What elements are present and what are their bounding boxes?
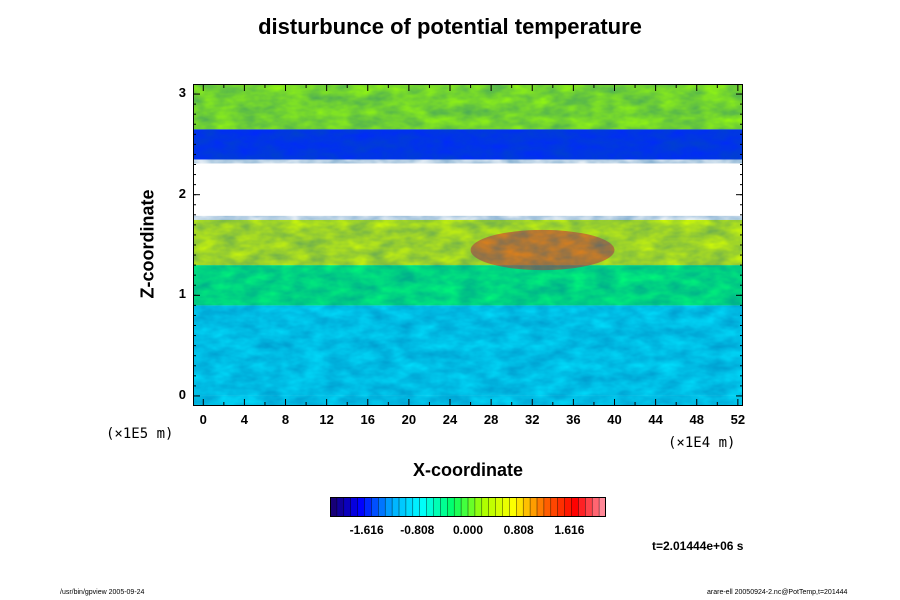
colorbar-swatch [502, 497, 510, 517]
colorbar-swatch [392, 497, 400, 517]
colorbar-swatch [592, 497, 600, 517]
colorbar-swatch [330, 497, 338, 517]
colorbar-swatch [543, 497, 552, 517]
colorbar-swatch [343, 497, 352, 517]
colorbar-swatch [357, 497, 365, 517]
colorbar-swatch [509, 497, 517, 517]
colorbar-swatch [336, 497, 345, 517]
y-tick-label: 0 [178, 386, 186, 402]
colorbar-swatch [419, 497, 428, 517]
colorbar [330, 497, 606, 517]
y-tick-label: 1 [178, 286, 186, 302]
x-tick-label: 16 [360, 412, 375, 427]
colorbar-swatch [523, 497, 531, 517]
colorbar-swatch [426, 497, 434, 517]
heatmap-saturated-band [193, 163, 743, 216]
heatmap-texture [193, 84, 743, 406]
x-tick-label: 44 [648, 412, 663, 427]
chart-title: disturbunce of potential temperature [258, 14, 642, 39]
colorbar-tick-label: 1.616 [554, 523, 585, 537]
colorbar-swatch [440, 497, 448, 517]
y-axis-label: Z-coordinate [137, 189, 158, 299]
x-scale-label: (×1E4 m) [668, 435, 736, 451]
colorbar-swatch [350, 497, 359, 517]
footer-right: arare-ell 20050924-2.nc@PotTemp,t=201444 [707, 589, 848, 596]
colorbar-swatch [495, 497, 503, 517]
y-scale-label: (×1E5 m) [106, 426, 174, 442]
x-tick-label: 4 [240, 412, 248, 427]
colorbar-swatch [516, 497, 524, 517]
x-tick-label: 24 [442, 412, 458, 427]
colorbar-swatch [537, 497, 545, 517]
x-tick-label: 8 [281, 412, 290, 427]
x-tick-label: 52 [730, 412, 746, 427]
colorbar-swatch [578, 497, 586, 517]
colorbar-swatch [447, 497, 455, 517]
time-annotation: t=2.01444e+06 s [652, 539, 744, 553]
x-tick-label: 20 [401, 412, 417, 427]
colorbar-tick-label: 0.808 [503, 523, 534, 537]
colorbar-swatch [461, 497, 469, 517]
colorbar-swatch [557, 497, 566, 517]
colorbar-swatch [599, 497, 606, 517]
colorbar-swatch [405, 497, 414, 517]
y-tick-label: 3 [178, 85, 186, 101]
colorbar-tick-label: -0.808 [400, 523, 435, 537]
colorbar-swatch [530, 497, 538, 517]
x-tick-label: 48 [689, 412, 704, 427]
colorbar-frame [330, 497, 606, 517]
colorbar-swatch [571, 497, 579, 517]
colorbar-swatch [364, 497, 372, 517]
x-tick-label: 40 [607, 412, 622, 427]
colorbar-swatch [371, 497, 379, 517]
colorbar-swatch [454, 497, 462, 517]
x-tick-label: 0 [199, 412, 207, 427]
colorbar-swatch [488, 497, 497, 517]
colorbar-swatch [412, 497, 421, 517]
colorbar-swatch [468, 497, 476, 517]
colorbar-swatch [385, 497, 393, 517]
x-axis-label: X-coordinate [412, 460, 523, 480]
colorbar-swatch [585, 497, 593, 517]
x-tick-label: 28 [483, 412, 499, 427]
colorbar-tick-label: 0.000 [452, 523, 484, 537]
plot-area [193, 84, 743, 406]
colorbar-swatch [399, 497, 407, 517]
colorbar-swatch [433, 497, 441, 517]
y-tick-label: 2 [178, 185, 186, 201]
colorbar-swatch [378, 497, 386, 517]
colorbar-tick-label: -1.616 [349, 523, 384, 537]
colorbar-swatch [481, 497, 490, 517]
x-tick-label: 12 [319, 412, 334, 427]
x-tick-label: 36 [566, 412, 581, 427]
heatmap-field [193, 84, 743, 406]
colorbar-swatch [474, 497, 483, 517]
axis-ticks [193, 84, 743, 406]
colorbar-swatch [550, 497, 559, 517]
footer-left: /usr/bin/gpview 2005-09-24 [60, 589, 145, 596]
colorbar-swatch [564, 497, 572, 517]
x-tick-label: 32 [525, 412, 540, 427]
